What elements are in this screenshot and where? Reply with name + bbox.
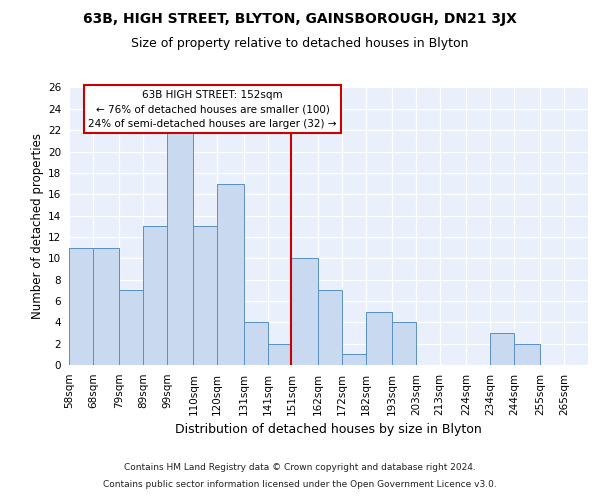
Text: Contains HM Land Registry data © Crown copyright and database right 2024.: Contains HM Land Registry data © Crown c…	[124, 462, 476, 471]
Text: 63B, HIGH STREET, BLYTON, GAINSBOROUGH, DN21 3JX: 63B, HIGH STREET, BLYTON, GAINSBOROUGH, …	[83, 12, 517, 26]
Bar	[514, 344, 540, 365]
Bar	[268, 344, 292, 365]
Bar	[119, 290, 143, 365]
Bar	[292, 258, 318, 365]
Bar	[143, 226, 167, 365]
Text: Size of property relative to detached houses in Blyton: Size of property relative to detached ho…	[131, 38, 469, 51]
Bar	[490, 333, 514, 365]
Bar	[217, 184, 244, 365]
Bar	[318, 290, 341, 365]
Y-axis label: Number of detached properties: Number of detached properties	[31, 133, 44, 320]
Bar	[193, 226, 217, 365]
Bar	[365, 312, 392, 365]
Bar	[69, 248, 93, 365]
Bar	[244, 322, 268, 365]
Bar	[392, 322, 416, 365]
Text: Distribution of detached houses by size in Blyton: Distribution of detached houses by size …	[175, 422, 482, 436]
Text: Contains public sector information licensed under the Open Government Licence v3: Contains public sector information licen…	[103, 480, 497, 489]
Text: 63B HIGH STREET: 152sqm
← 76% of detached houses are smaller (100)
24% of semi-d: 63B HIGH STREET: 152sqm ← 76% of detache…	[88, 90, 337, 129]
Bar	[341, 354, 365, 365]
Bar	[93, 248, 119, 365]
Bar	[167, 130, 193, 365]
